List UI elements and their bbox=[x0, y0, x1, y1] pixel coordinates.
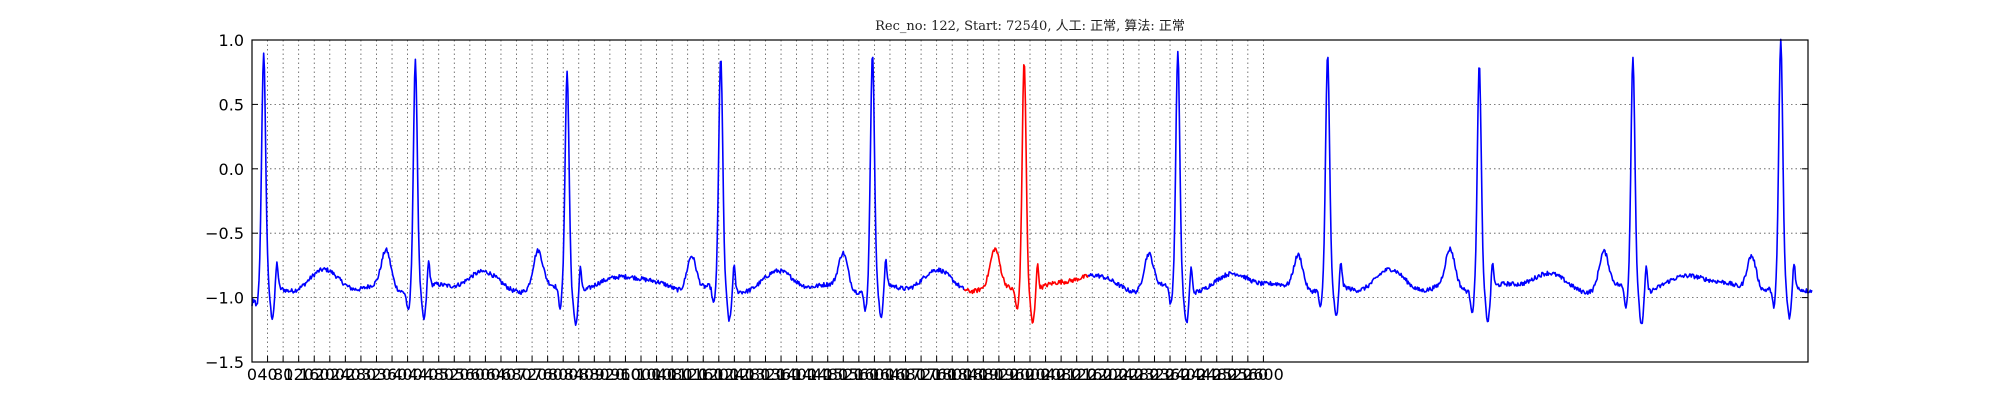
x-tick-label: 920 bbox=[595, 365, 626, 384]
x-tick-label: 400 bbox=[392, 365, 423, 384]
x-tick-label: 1440 bbox=[792, 365, 833, 384]
x-tick-label: 80 bbox=[273, 365, 293, 384]
x-tick-label: 2440 bbox=[1181, 365, 1222, 384]
y-tick-label: 0.0 bbox=[219, 160, 244, 179]
x-tick-label: 440 bbox=[408, 365, 439, 384]
plot-frame bbox=[251, 39, 1809, 363]
x-tick-label: 0 bbox=[247, 365, 257, 384]
x-tick-label: 1080 bbox=[652, 365, 693, 384]
x-tick-label: 1400 bbox=[776, 365, 817, 384]
x-tick-label: 560 bbox=[455, 365, 486, 384]
x-tick-label: 2320 bbox=[1134, 365, 1175, 384]
x-tick-label: 280 bbox=[346, 365, 377, 384]
y-axis-ticks: 1.0 0.5 0.0 −0.5 −1.0 −1.5 bbox=[205, 31, 1808, 372]
x-axis-ticks: 0 408012016020024028032036040044048052056… bbox=[247, 356, 1284, 384]
chart-title: Rec_no: 122, Start: 72540, 人工: 正常, 算法: 正… bbox=[875, 19, 1185, 34]
ecg-highlight-segment bbox=[963, 64, 1090, 324]
x-tick-label: 1880 bbox=[963, 365, 1004, 384]
x-tick-label: 1160 bbox=[683, 365, 724, 384]
x-tick-label: 1720 bbox=[901, 365, 942, 384]
x-tick-label: 40 bbox=[257, 365, 277, 384]
x-tick-label: 2160 bbox=[1072, 365, 1113, 384]
x-tick-label: 2040 bbox=[1025, 365, 1066, 384]
x-tick-label: 1520 bbox=[823, 365, 864, 384]
x-tick-label: 2120 bbox=[1056, 365, 1097, 384]
x-tick-label: 200 bbox=[315, 365, 346, 384]
x-tick-label: 1240 bbox=[714, 365, 755, 384]
grid-lines bbox=[252, 40, 1808, 362]
y-tick-label: 1.0 bbox=[219, 31, 244, 50]
x-tick-label: 1480 bbox=[807, 365, 848, 384]
x-tick-label: 640 bbox=[486, 365, 517, 384]
x-tick-label: 1560 bbox=[838, 365, 879, 384]
x-tick-label: 800 bbox=[548, 365, 579, 384]
x-tick-label: 1040 bbox=[636, 365, 677, 384]
x-tick-label: 880 bbox=[579, 365, 610, 384]
x-tick-label: 240 bbox=[330, 365, 361, 384]
x-tick-label: 1760 bbox=[916, 365, 957, 384]
y-tick-label: −0.5 bbox=[205, 224, 244, 243]
x-tick-label: 1320 bbox=[745, 365, 786, 384]
x-tick-label: 1960 bbox=[994, 365, 1035, 384]
y-tick-label: −1.5 bbox=[205, 353, 244, 372]
x-tick-label: 1200 bbox=[698, 365, 739, 384]
x-tick-label: 840 bbox=[563, 365, 594, 384]
x-tick-label: 680 bbox=[501, 365, 532, 384]
y-tick-label: 0.5 bbox=[219, 95, 244, 114]
x-tick-label: 720 bbox=[517, 365, 548, 384]
x-tick-label: 2200 bbox=[1087, 365, 1128, 384]
x-tick-label: 2560 bbox=[1227, 365, 1268, 384]
x-tick-label: 2600 bbox=[1243, 365, 1284, 384]
x-tick-label: 2480 bbox=[1196, 365, 1237, 384]
x-tick-label: 160 bbox=[299, 365, 330, 384]
ecg-normal-segment bbox=[1087, 38, 1813, 325]
y-tick-label: −1.0 bbox=[205, 289, 244, 308]
x-tick-label: 1280 bbox=[730, 365, 771, 384]
x-tick-label: 1840 bbox=[947, 365, 988, 384]
x-tick-label: 1360 bbox=[761, 365, 802, 384]
x-tick-label: 600 bbox=[470, 365, 501, 384]
ecg-normal-segment bbox=[251, 52, 965, 326]
x-tick-label: 960 bbox=[610, 365, 641, 384]
x-tick-label: 2280 bbox=[1119, 365, 1160, 384]
x-tick-label: 320 bbox=[361, 365, 392, 384]
x-tick-label: 2400 bbox=[1165, 365, 1206, 384]
x-tick-label: 1600 bbox=[854, 365, 895, 384]
x-tick-label: 1640 bbox=[870, 365, 911, 384]
x-tick-label: 360 bbox=[377, 365, 408, 384]
x-tick-label: 2360 bbox=[1150, 365, 1191, 384]
x-tick-label: 1680 bbox=[885, 365, 926, 384]
ecg-series bbox=[251, 38, 1813, 326]
x-tick-label: 1920 bbox=[979, 365, 1020, 384]
x-tick-label: 1800 bbox=[932, 365, 973, 384]
x-tick-label: 2000 bbox=[1010, 365, 1051, 384]
x-tick-label: 520 bbox=[439, 365, 470, 384]
x-tick-label: 2520 bbox=[1212, 365, 1253, 384]
x-tick-label: 760 bbox=[532, 365, 563, 384]
x-tick-label: 120 bbox=[283, 365, 314, 384]
x-tick-label: 1000 bbox=[621, 365, 662, 384]
x-tick-label: 480 bbox=[423, 365, 454, 384]
x-tick-label: 1120 bbox=[667, 365, 708, 384]
x-tick-label: 2240 bbox=[1103, 365, 1144, 384]
x-tick-label: 2080 bbox=[1041, 365, 1082, 384]
